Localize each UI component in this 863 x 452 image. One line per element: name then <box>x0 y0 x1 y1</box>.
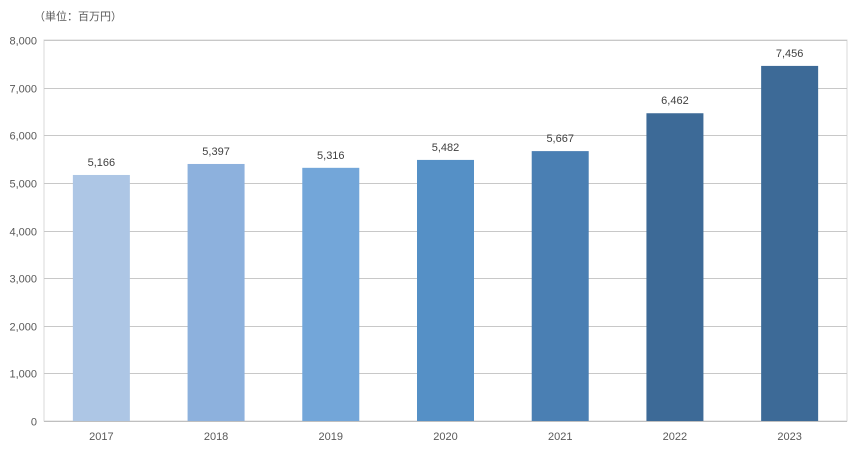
bar-2018 <box>187 163 245 421</box>
y-tick-label: 6,000 <box>9 131 37 143</box>
x-tick-label: 2018 <box>204 431 228 443</box>
y-tick-label: 7,000 <box>9 84 37 96</box>
bar-2017 <box>72 174 130 421</box>
x-tick-label: 2019 <box>319 431 343 443</box>
data-labels: 5,166 5,397 5,316 5,482 5,667 6,462 7,456 <box>88 48 804 169</box>
y-tick-label: 4,000 <box>9 227 37 239</box>
x-tick-label: 2017 <box>89 431 113 443</box>
data-label-2020: 5,482 <box>432 142 460 154</box>
data-label-2017: 5,166 <box>88 157 116 169</box>
y-tick-label: 1,000 <box>9 369 37 381</box>
x-tick-label: 2021 <box>548 431 572 443</box>
bar-2023 <box>761 65 819 422</box>
bar-2021 <box>531 151 589 421</box>
data-label-2022: 6,462 <box>661 95 689 107</box>
bar-2019 <box>302 167 360 421</box>
x-tick-label: 2022 <box>663 431 687 443</box>
x-tick-label: 2023 <box>777 431 801 443</box>
data-label-2018: 5,397 <box>202 146 230 158</box>
bars <box>72 65 819 422</box>
bar-2020 <box>417 159 474 422</box>
y-tick-label: 2,000 <box>9 322 37 334</box>
y-tick-label: 8,000 <box>9 36 37 48</box>
data-label-2021: 5,667 <box>546 133 574 145</box>
bar-2022 <box>646 113 704 421</box>
y-axis: 0 1,000 2,000 3,000 4,000 5,000 6,000 7,000 8,00… <box>9 36 37 429</box>
y-tick-label: 5,000 <box>9 179 37 191</box>
data-label-2023: 7,456 <box>776 48 804 60</box>
y-tick-label: 3,000 <box>9 274 37 286</box>
data-label-2019: 5,316 <box>317 150 345 162</box>
y-tick-label: 0 <box>31 417 37 429</box>
unit-label: （単位：百万円） <box>34 10 122 23</box>
x-tick-label: 2020 <box>433 431 457 443</box>
x-axis: 2017 2018 2019 2020 2021 2022 2023 <box>89 431 802 443</box>
